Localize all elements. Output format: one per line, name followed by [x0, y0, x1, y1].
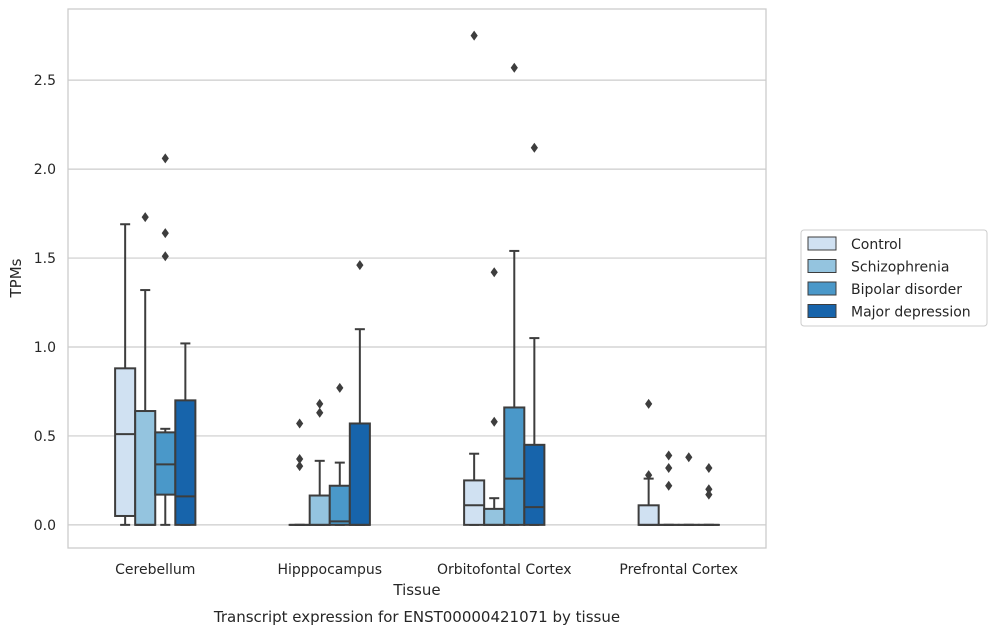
- outlier-point: [665, 480, 673, 491]
- outlier-point: [296, 461, 304, 472]
- box-group: [348, 260, 371, 526]
- outlier-point: [296, 418, 304, 429]
- box: [308, 494, 331, 526]
- outlier-point: [645, 470, 653, 481]
- box-group: [483, 267, 506, 526]
- outlier-point: [316, 398, 324, 409]
- outlier-point: [705, 462, 713, 473]
- outlier-point: [161, 251, 169, 262]
- box: [483, 507, 506, 526]
- box-group: [308, 398, 331, 526]
- y-tick-label: 1.5: [34, 251, 56, 267]
- box-group: [134, 212, 157, 526]
- outlier-point: [296, 454, 304, 465]
- box-group: [637, 398, 660, 526]
- box: [523, 443, 546, 526]
- outlier-point: [490, 267, 498, 278]
- outlier-point: [705, 484, 713, 495]
- boxes: [114, 30, 720, 526]
- box-group: [523, 142, 546, 526]
- outlier-point: [316, 407, 324, 418]
- box: [348, 422, 371, 526]
- box-group: [677, 452, 700, 526]
- legend-label: Schizophrenia: [851, 260, 949, 276]
- x-tick-label: Cerebellum: [115, 562, 195, 578]
- box: [134, 410, 157, 526]
- outlier-point: [685, 452, 693, 463]
- box-group: [114, 223, 137, 526]
- outlier-point: [645, 398, 653, 409]
- y-tick-label: 1.0: [34, 340, 56, 356]
- box: [637, 504, 660, 526]
- outlier-point: [470, 30, 478, 41]
- legend-swatch: [807, 281, 837, 296]
- x-axis-ticks: Cerebellum Hipppocampus Orbitofontal Corte…: [115, 562, 738, 578]
- box-group: [463, 30, 486, 526]
- box-group: [174, 342, 197, 526]
- outlier-point: [336, 382, 344, 393]
- x-tick-label: Prefrontal Cortex: [619, 562, 738, 578]
- legend-frame: [800, 229, 988, 327]
- y-tick-label: 0.0: [34, 518, 56, 534]
- box-group: [503, 62, 526, 526]
- legend-label: Bipolar disorder: [851, 282, 962, 298]
- outlier-point: [530, 142, 538, 153]
- y-tick-label: 2.0: [34, 162, 56, 178]
- y-tick-label: 0.5: [34, 429, 56, 445]
- legend-swatch: [807, 259, 837, 273]
- box-group: [288, 418, 311, 526]
- legend: Control Schizophrenia Bipolar disorder Majo…: [800, 229, 988, 327]
- legend-label: Major depression: [851, 305, 971, 321]
- outlier-point: [490, 416, 498, 427]
- box: [463, 479, 486, 526]
- x-tick-label: Hipppocampus: [277, 562, 382, 578]
- outlier-point: [705, 489, 713, 500]
- outlier-point: [161, 228, 169, 239]
- y-tick-label: 2.5: [34, 73, 56, 89]
- box: [114, 367, 137, 517]
- box-group: [328, 382, 351, 526]
- y-axis-label: TPMs: [7, 258, 25, 298]
- legend-label: Control: [851, 237, 902, 253]
- box: [328, 484, 351, 526]
- x-tick-label: Orbitofontal Cortex: [437, 562, 572, 578]
- chart-caption: Transcript expression for ENST0000042107…: [213, 608, 620, 626]
- legend-swatch: [807, 304, 837, 318]
- box: [503, 406, 526, 526]
- box: [174, 399, 197, 526]
- outlier-point: [665, 462, 673, 473]
- box-group: [697, 462, 720, 526]
- legend-swatch: [807, 236, 837, 251]
- box-group: [154, 153, 177, 526]
- box-group: [657, 450, 680, 526]
- plot-frame: [67, 8, 767, 549]
- outlier-point: [141, 212, 149, 223]
- y-axis-ticks: 0.0 0.5 1.0 1.5 2.0 2.5: [34, 73, 56, 534]
- x-axis-label: Tissue: [392, 581, 440, 599]
- outlier-point: [665, 450, 673, 461]
- outlier-point: [510, 62, 518, 73]
- outlier-point: [356, 260, 364, 271]
- outlier-point: [161, 153, 169, 164]
